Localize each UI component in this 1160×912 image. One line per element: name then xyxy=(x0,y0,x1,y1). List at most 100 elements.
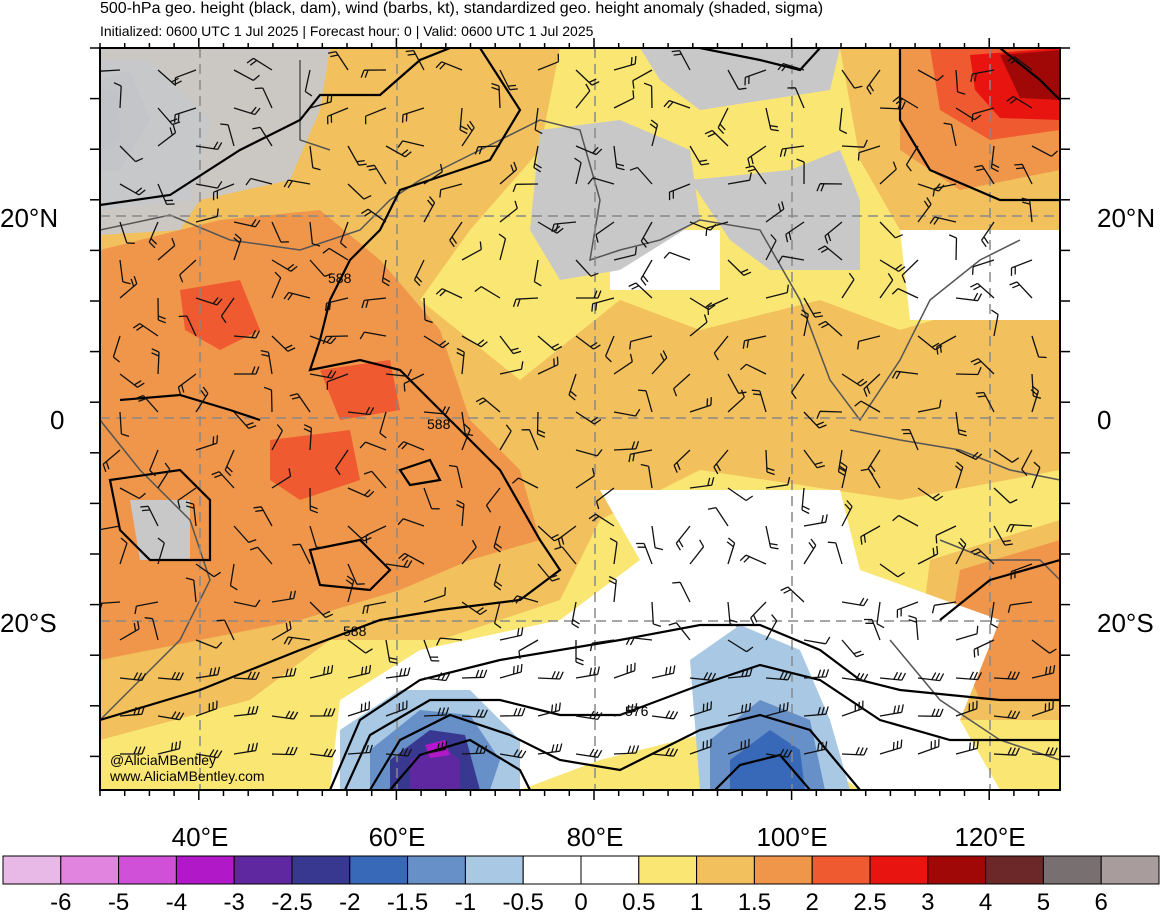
wind-barb xyxy=(574,157,582,185)
wind-barb xyxy=(827,541,843,565)
wind-barb xyxy=(195,297,223,306)
wind-barb xyxy=(536,411,546,438)
wind-barb xyxy=(841,747,868,756)
wind-barb xyxy=(233,599,261,608)
wind-barb xyxy=(765,614,778,641)
wind-barb xyxy=(119,183,146,196)
wind-barb xyxy=(800,309,809,337)
wind-barb xyxy=(364,107,387,125)
wind-barb xyxy=(892,514,919,527)
wind-barb xyxy=(435,61,463,71)
wind-barb xyxy=(245,177,273,186)
colorbar-swatch xyxy=(1042,855,1102,885)
wind-barb xyxy=(575,145,603,156)
wind-barb xyxy=(765,476,791,489)
wind-barb xyxy=(750,601,767,626)
wind-barb xyxy=(975,391,995,413)
wind-barb xyxy=(423,487,440,510)
wind-barb xyxy=(511,595,539,604)
wind-barb xyxy=(990,601,999,629)
wind-barb xyxy=(459,107,468,135)
wind-barb xyxy=(803,297,823,318)
wind-barb xyxy=(271,335,296,352)
wind-barb xyxy=(309,370,337,379)
wind-barb xyxy=(309,145,321,171)
wind-barb xyxy=(671,49,691,71)
wind-barb xyxy=(534,107,543,135)
wind-barb xyxy=(1031,461,1041,489)
colorbar-swatch xyxy=(580,855,640,885)
wind-barb xyxy=(100,69,121,72)
wind-barb xyxy=(839,461,848,489)
wind-barb xyxy=(461,709,488,718)
wind-barb xyxy=(632,69,653,89)
wind-barb xyxy=(119,620,140,641)
wind-barb xyxy=(537,356,559,375)
wind-barb xyxy=(493,525,502,553)
lon-label: 100°E xyxy=(756,822,827,852)
wind-barb xyxy=(917,487,944,502)
wind-barb xyxy=(993,449,1020,463)
wind-barbs xyxy=(100,49,1058,759)
wind-barb xyxy=(385,667,411,679)
wind-barb xyxy=(931,601,957,614)
wind-barb xyxy=(613,246,638,261)
wind-barb xyxy=(537,53,560,71)
wind-barb xyxy=(857,335,881,350)
map-frame xyxy=(99,47,1061,791)
wind-barb xyxy=(309,601,334,619)
lat-label-right: 20°N xyxy=(1097,203,1155,233)
wind-barb xyxy=(1031,335,1047,359)
wind-barb xyxy=(955,671,982,681)
wind-barb xyxy=(533,259,542,287)
colorbar-label: -5 xyxy=(108,889,129,912)
wind-barb xyxy=(609,537,618,565)
wind-barb xyxy=(309,525,325,549)
wind-barb xyxy=(177,487,197,509)
wind-barb xyxy=(1021,197,1033,223)
wind-barb xyxy=(803,411,827,429)
wind-barb xyxy=(1010,563,1033,580)
wind-barb xyxy=(575,710,603,721)
wind-barb xyxy=(309,665,334,679)
wind-barb xyxy=(474,145,501,155)
wind-barb xyxy=(575,411,602,425)
colorbar-swatch xyxy=(522,855,582,885)
wind-barb xyxy=(901,429,919,451)
lon-label: 80°E xyxy=(567,822,624,852)
wind-barb xyxy=(448,464,463,489)
wind-barb xyxy=(347,406,375,416)
wind-barb xyxy=(970,548,995,565)
colorbar-swatch xyxy=(811,855,871,885)
wind-barb xyxy=(970,282,995,299)
wind-barb xyxy=(554,546,577,565)
wind-barb xyxy=(765,284,789,299)
coastlines xyxy=(100,60,1060,761)
wind-barb xyxy=(119,275,138,299)
wind-barb xyxy=(672,373,691,397)
wind-barb xyxy=(347,701,371,717)
wind-barb xyxy=(537,671,564,680)
wind-barb xyxy=(854,400,881,413)
wind-barb xyxy=(765,525,779,550)
wind-barb xyxy=(309,487,319,514)
wind-barb xyxy=(689,701,713,717)
wind-barb xyxy=(955,700,978,717)
wind-barb xyxy=(765,449,775,476)
wind-barb xyxy=(413,259,425,287)
wind-barb xyxy=(993,487,1018,504)
watermark-url: www.AliciaMBentley.com xyxy=(109,768,265,784)
wind-barb xyxy=(271,667,297,679)
wind-barb xyxy=(347,664,372,679)
wind-barb xyxy=(246,57,273,71)
wind-barb xyxy=(629,166,653,185)
wind-barb xyxy=(613,353,633,375)
wind-barb xyxy=(119,411,130,438)
wind-barb xyxy=(575,449,603,457)
wind-barb xyxy=(271,468,292,489)
wind-barb xyxy=(423,406,451,415)
wind-barb xyxy=(629,335,653,350)
wind-barb xyxy=(787,87,805,109)
wind-barb xyxy=(271,746,298,756)
